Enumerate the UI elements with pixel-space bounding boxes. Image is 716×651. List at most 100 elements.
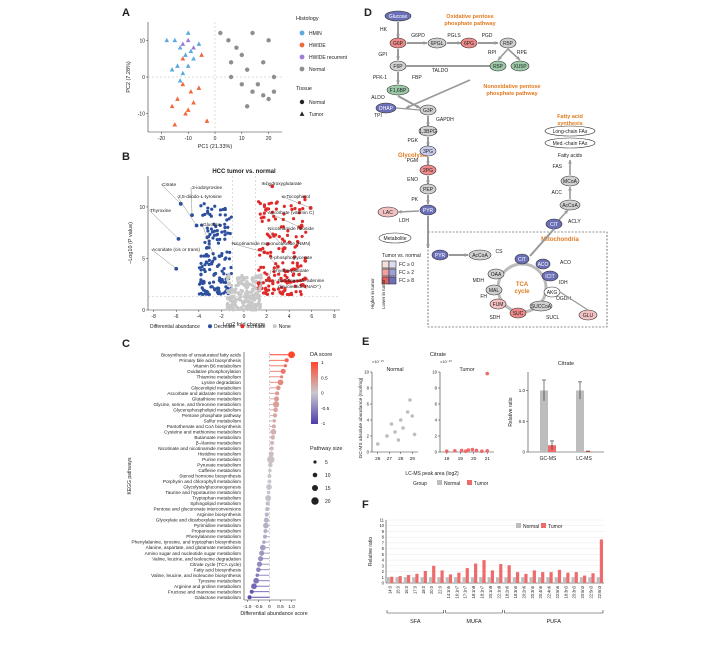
point bbox=[223, 206, 227, 211]
title-mitochondria: Mitochondria bbox=[541, 237, 579, 243]
point bbox=[244, 67, 250, 72]
point bbox=[203, 240, 207, 245]
bar bbox=[495, 577, 500, 583]
point bbox=[211, 236, 215, 240]
point bbox=[202, 281, 206, 285]
point bbox=[210, 207, 214, 211]
labeled-point bbox=[212, 256, 217, 261]
point-label: Ascorbate (vitamin C) bbox=[268, 210, 315, 216]
bar bbox=[406, 574, 411, 583]
point bbox=[247, 299, 251, 304]
callout-line bbox=[280, 195, 311, 209]
point bbox=[254, 308, 258, 312]
point bbox=[183, 52, 188, 57]
colorbar bbox=[311, 362, 318, 424]
axis-exponent: ×10⁻¹⁰ bbox=[372, 359, 384, 364]
node-f6p-label: F6P bbox=[393, 64, 403, 70]
x-tick-label: 2 bbox=[265, 314, 268, 320]
bar bbox=[474, 563, 478, 583]
point bbox=[215, 232, 220, 236]
point bbox=[401, 426, 405, 430]
point bbox=[202, 202, 206, 206]
bar bbox=[583, 575, 587, 583]
point bbox=[220, 269, 224, 273]
point bbox=[261, 265, 266, 269]
point-label: α-Tocopherol bbox=[282, 194, 310, 200]
point bbox=[218, 208, 223, 212]
point bbox=[480, 449, 484, 454]
point bbox=[204, 246, 209, 250]
x-tick-label: 18:0 bbox=[421, 585, 426, 594]
node-r5p-label: R5P bbox=[493, 64, 503, 70]
point bbox=[283, 273, 287, 277]
enzyme-label: CS bbox=[496, 249, 504, 255]
legend-swatch bbox=[240, 324, 245, 329]
point bbox=[172, 37, 178, 43]
point bbox=[219, 254, 224, 258]
point bbox=[258, 302, 262, 307]
point bbox=[227, 273, 231, 277]
lollipop-dot bbox=[251, 583, 257, 590]
x-tick-label: 15:0 bbox=[396, 585, 401, 594]
pathway-arrow bbox=[405, 79, 471, 109]
point bbox=[238, 296, 242, 300]
legend-label: Normal bbox=[309, 67, 325, 73]
facet-title: Tumor bbox=[459, 367, 474, 373]
y-tick-label: 2 bbox=[382, 569, 385, 574]
legend-fc-title: Tumor vs. normal bbox=[382, 253, 421, 259]
bar bbox=[420, 577, 424, 583]
point-label: Nicotinamide riboside bbox=[268, 226, 314, 232]
point bbox=[175, 96, 180, 101]
bar bbox=[521, 577, 525, 583]
point bbox=[272, 270, 276, 274]
point bbox=[269, 250, 273, 254]
point bbox=[282, 212, 286, 216]
point bbox=[199, 278, 203, 282]
point bbox=[215, 237, 219, 242]
colorbar-tick-label: 0.5 bbox=[321, 375, 328, 381]
x-tick-label: 18:2n6 bbox=[505, 585, 510, 598]
point bbox=[250, 277, 254, 281]
panel-letter-c: C bbox=[122, 338, 130, 350]
title-nonox-pentose: Nonoxidative pentose bbox=[483, 84, 540, 90]
point bbox=[304, 230, 308, 234]
point bbox=[249, 290, 254, 294]
point bbox=[300, 219, 305, 223]
legend-label: Normal bbox=[523, 524, 539, 530]
x-tick-label: -6 bbox=[174, 314, 179, 320]
bar bbox=[566, 572, 570, 583]
lollipop-dot bbox=[267, 455, 275, 464]
arrowhead bbox=[426, 180, 430, 184]
bar bbox=[512, 577, 516, 583]
point bbox=[262, 211, 266, 215]
pathway-label: Glycolysis/gluconeogenesis bbox=[183, 485, 241, 490]
arrowhead bbox=[494, 41, 498, 45]
point bbox=[282, 204, 286, 208]
x-tick-label: 28 bbox=[398, 456, 404, 462]
callout-line bbox=[266, 227, 285, 249]
point bbox=[216, 241, 221, 245]
point bbox=[234, 45, 239, 50]
lollipop-dot bbox=[275, 385, 281, 391]
y-tick-label: 11 bbox=[380, 518, 385, 523]
point bbox=[264, 207, 268, 212]
point bbox=[276, 287, 281, 291]
bar bbox=[515, 572, 520, 583]
point bbox=[251, 296, 255, 300]
y-axis-label: GC-MS absolute abundance (mol/mg) bbox=[358, 377, 364, 458]
panel-e-chart: Citrate GC-MS absolute abundance (mol/mg)… bbox=[358, 352, 604, 487]
point bbox=[231, 288, 235, 292]
lollipop-dot bbox=[272, 401, 280, 408]
node-pep bbox=[419, 183, 437, 195]
bar bbox=[507, 565, 511, 583]
point bbox=[273, 217, 278, 221]
point bbox=[185, 30, 191, 35]
enzyme-label: G6PD bbox=[411, 33, 425, 39]
point bbox=[254, 287, 258, 291]
bar bbox=[386, 577, 391, 583]
bar-title: Citrate bbox=[558, 361, 574, 367]
point bbox=[207, 258, 211, 263]
enzyme-label: SUCL bbox=[546, 315, 560, 321]
point bbox=[245, 280, 249, 284]
point bbox=[218, 237, 222, 241]
